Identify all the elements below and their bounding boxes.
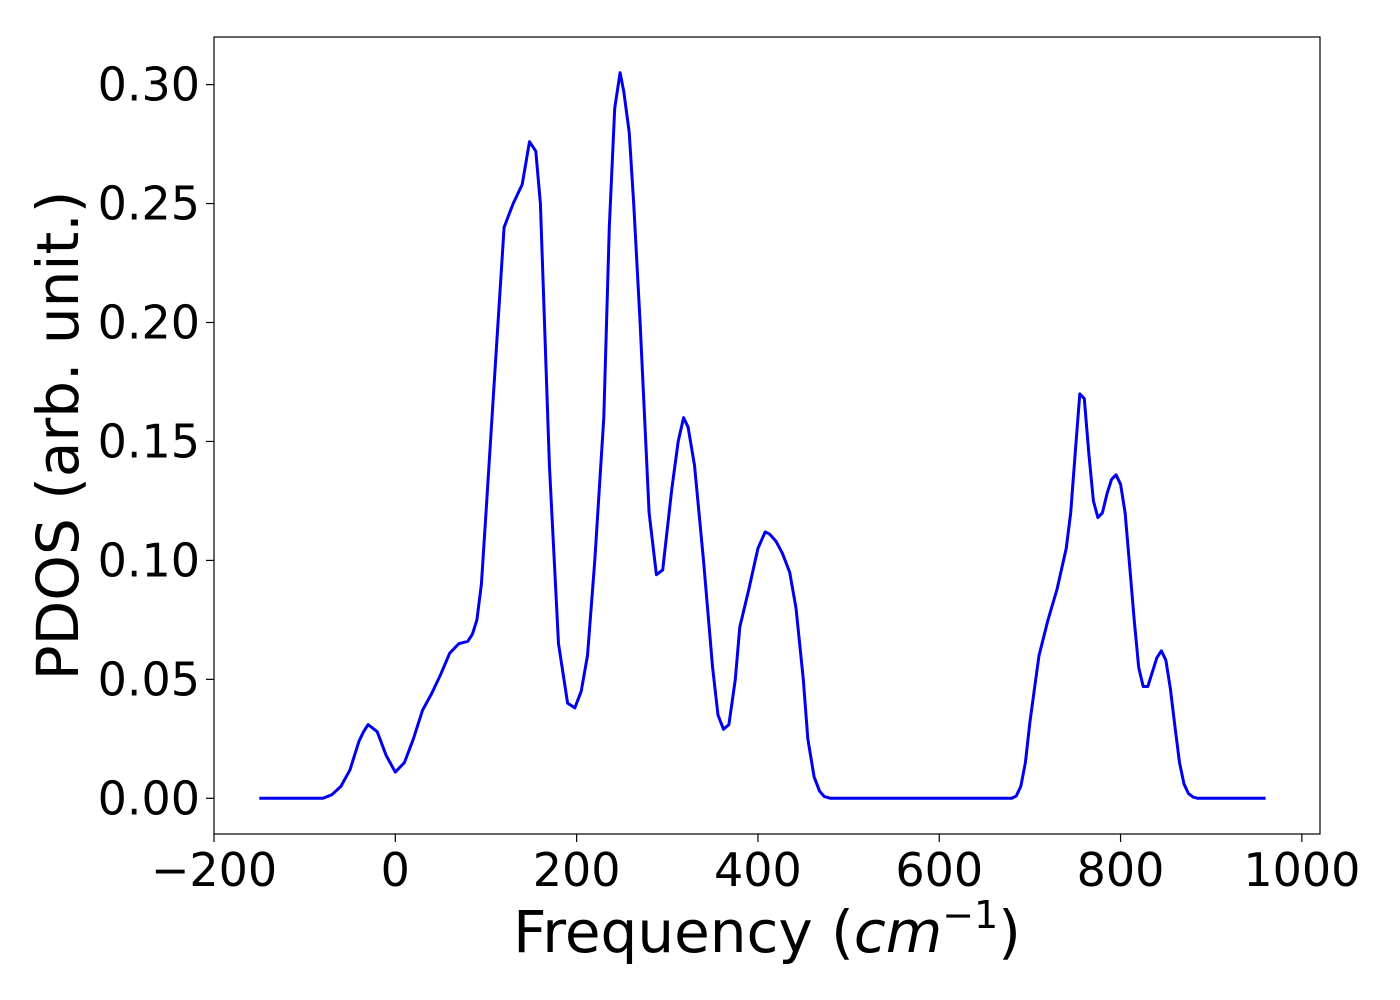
y-ticks: 0.00 0.05 0.10 0.15 0.20 0.25 0.30 <box>98 58 214 825</box>
series-group <box>259 71 1266 800</box>
x-ticks: −200 0 200 400 600 800 1000 <box>151 834 1360 897</box>
y-tick-label: 0.10 <box>98 533 200 587</box>
x-tick-label: 600 <box>895 843 983 897</box>
y-tick-label: 0.20 <box>98 295 200 349</box>
x-tick-label: 1000 <box>1243 843 1360 897</box>
y-tick-label: 0.25 <box>98 177 200 231</box>
pdos-line <box>259 71 1266 800</box>
x-tick-label: 400 <box>714 843 802 897</box>
y-axis-label: PDOS (arb. unit.) <box>24 191 92 681</box>
x-tick-label: −200 <box>151 843 277 897</box>
y-tick-label: 0.00 <box>98 771 200 825</box>
x-tick-label: 800 <box>1077 843 1165 897</box>
y-tick-label: 0.30 <box>98 58 200 112</box>
x-tick-label: 200 <box>533 843 621 897</box>
plot-frame <box>213 36 1321 835</box>
y-tick-label: 0.05 <box>98 652 200 706</box>
y-tick-label: 0.15 <box>98 414 200 468</box>
x-tick-label: 0 <box>381 843 410 897</box>
x-axis-label: Frequency (cm−1) <box>513 893 1021 966</box>
